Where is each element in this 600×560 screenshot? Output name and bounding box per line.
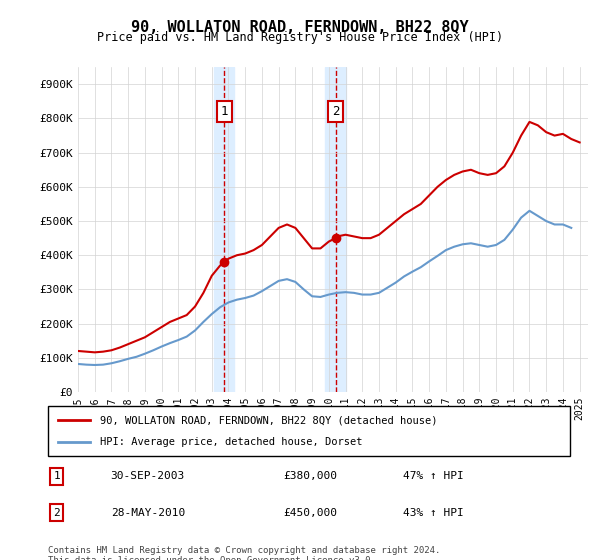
Text: 2: 2 (332, 105, 339, 118)
Text: 30-SEP-2003: 30-SEP-2003 (110, 472, 185, 482)
Bar (214, 67, 235, 392)
Text: £380,000: £380,000 (283, 472, 337, 482)
Text: 1: 1 (53, 472, 60, 482)
Text: 43% ↑ HPI: 43% ↑ HPI (403, 507, 464, 517)
Text: 47% ↑ HPI: 47% ↑ HPI (403, 472, 464, 482)
Text: 2: 2 (53, 507, 60, 517)
Text: 90, WOLLATON ROAD, FERNDOWN, BH22 8QY: 90, WOLLATON ROAD, FERNDOWN, BH22 8QY (131, 20, 469, 35)
Text: 1: 1 (221, 105, 228, 118)
Bar (325, 67, 346, 392)
Text: 90, WOLLATON ROAD, FERNDOWN, BH22 8QY (detached house): 90, WOLLATON ROAD, FERNDOWN, BH22 8QY (d… (100, 415, 438, 425)
Text: HPI: Average price, detached house, Dorset: HPI: Average price, detached house, Dors… (100, 437, 362, 447)
Text: £450,000: £450,000 (283, 507, 337, 517)
Text: 28-MAY-2010: 28-MAY-2010 (110, 507, 185, 517)
Text: Contains HM Land Registry data © Crown copyright and database right 2024.
This d: Contains HM Land Registry data © Crown c… (48, 546, 440, 560)
Text: Price paid vs. HM Land Registry's House Price Index (HPI): Price paid vs. HM Land Registry's House … (97, 31, 503, 44)
FancyBboxPatch shape (48, 406, 570, 456)
